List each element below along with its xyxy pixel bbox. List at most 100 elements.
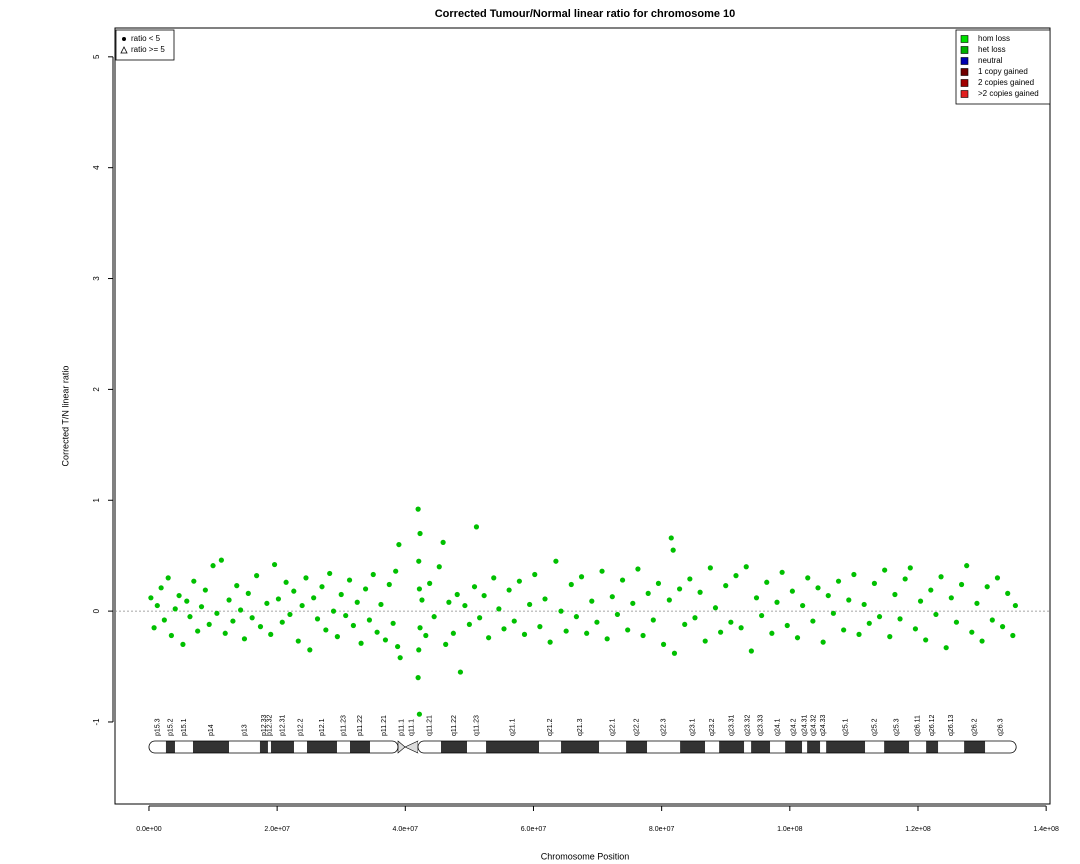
legend-dot bbox=[122, 37, 126, 41]
band bbox=[229, 741, 260, 753]
point bbox=[202, 587, 208, 593]
band bbox=[938, 741, 965, 753]
band-label: q22.1 bbox=[609, 718, 616, 736]
band-label: q22.3 bbox=[660, 718, 667, 736]
point bbox=[670, 547, 676, 553]
point bbox=[481, 592, 487, 599]
point bbox=[151, 625, 157, 631]
band bbox=[293, 741, 307, 753]
point bbox=[279, 619, 285, 625]
point bbox=[728, 619, 734, 625]
point bbox=[214, 610, 220, 616]
point bbox=[779, 569, 785, 575]
band bbox=[336, 741, 350, 753]
point bbox=[254, 573, 260, 579]
p-arm-outline bbox=[148, 740, 399, 754]
point bbox=[537, 624, 543, 630]
y-tick-label: 1 bbox=[92, 497, 101, 502]
legend-label: >2 copies gained bbox=[978, 89, 1039, 98]
legend-label: 2 copies gained bbox=[978, 78, 1034, 87]
legend-label: neutral bbox=[978, 56, 1003, 65]
point bbox=[835, 578, 842, 584]
point bbox=[382, 637, 389, 643]
point bbox=[989, 617, 995, 623]
point bbox=[390, 620, 396, 626]
point bbox=[573, 614, 580, 620]
point bbox=[871, 580, 878, 586]
point bbox=[419, 597, 425, 603]
legend-label: ratio < 5 bbox=[131, 34, 161, 43]
point bbox=[630, 600, 636, 606]
band-label: q11.22 bbox=[451, 715, 458, 736]
band-label: q11.23 bbox=[473, 715, 480, 736]
point bbox=[416, 586, 423, 592]
y-tick-label: 4 bbox=[92, 165, 101, 170]
band bbox=[926, 741, 939, 753]
band bbox=[467, 741, 487, 753]
band-label: q23.32 bbox=[744, 714, 751, 736]
band-label: q22.2 bbox=[633, 718, 640, 736]
x-tick-label: 1.4e+08 bbox=[1033, 826, 1059, 833]
point bbox=[943, 645, 949, 651]
band bbox=[417, 741, 442, 753]
point bbox=[161, 617, 167, 623]
plot-frame bbox=[114, 27, 1051, 805]
point bbox=[912, 626, 919, 632]
point bbox=[295, 638, 301, 644]
point bbox=[362, 586, 369, 592]
point bbox=[810, 618, 816, 624]
band bbox=[705, 741, 720, 753]
band-label: p15.1 bbox=[181, 718, 188, 736]
point bbox=[299, 602, 305, 609]
point bbox=[440, 539, 446, 545]
point bbox=[257, 624, 264, 630]
legend-swatch bbox=[960, 57, 969, 65]
band bbox=[865, 741, 885, 753]
band-label: q21.3 bbox=[577, 718, 584, 736]
point bbox=[486, 635, 492, 641]
point bbox=[825, 592, 831, 599]
point bbox=[553, 558, 559, 564]
point bbox=[471, 584, 478, 590]
point bbox=[346, 577, 353, 583]
band bbox=[306, 741, 337, 753]
point bbox=[687, 576, 693, 582]
legend-swatch bbox=[960, 46, 969, 54]
point bbox=[609, 594, 615, 600]
point bbox=[769, 630, 775, 636]
point bbox=[180, 641, 186, 647]
point bbox=[415, 675, 421, 681]
point bbox=[655, 580, 662, 586]
legend-label: ratio >= 5 bbox=[131, 45, 165, 54]
point bbox=[516, 578, 522, 584]
point bbox=[774, 599, 780, 605]
point bbox=[666, 597, 672, 603]
x-tick-label: 6.0e+07 bbox=[521, 826, 547, 833]
point bbox=[759, 612, 765, 619]
y-tick-label: 0 bbox=[92, 608, 101, 613]
point bbox=[933, 611, 939, 618]
point bbox=[191, 578, 197, 584]
point bbox=[994, 575, 1001, 581]
point bbox=[454, 591, 460, 598]
point bbox=[846, 597, 852, 603]
band bbox=[174, 741, 193, 753]
band-label: p15.3 bbox=[154, 718, 161, 736]
point bbox=[222, 630, 228, 636]
x-tick-label: 2.0e+07 bbox=[264, 826, 290, 833]
point bbox=[1005, 590, 1011, 596]
point bbox=[417, 530, 423, 537]
point bbox=[393, 568, 399, 574]
point bbox=[584, 630, 590, 636]
band-label: q26.2 bbox=[971, 718, 978, 736]
point bbox=[794, 635, 801, 641]
point bbox=[521, 631, 528, 637]
point bbox=[671, 650, 678, 656]
y-tick-label: 2 bbox=[92, 387, 101, 392]
legend-label: het loss bbox=[978, 45, 1006, 54]
point bbox=[417, 625, 423, 631]
band bbox=[744, 741, 752, 753]
x-tick-label: 4.0e+07 bbox=[393, 826, 419, 833]
legend-swatch bbox=[960, 68, 969, 76]
